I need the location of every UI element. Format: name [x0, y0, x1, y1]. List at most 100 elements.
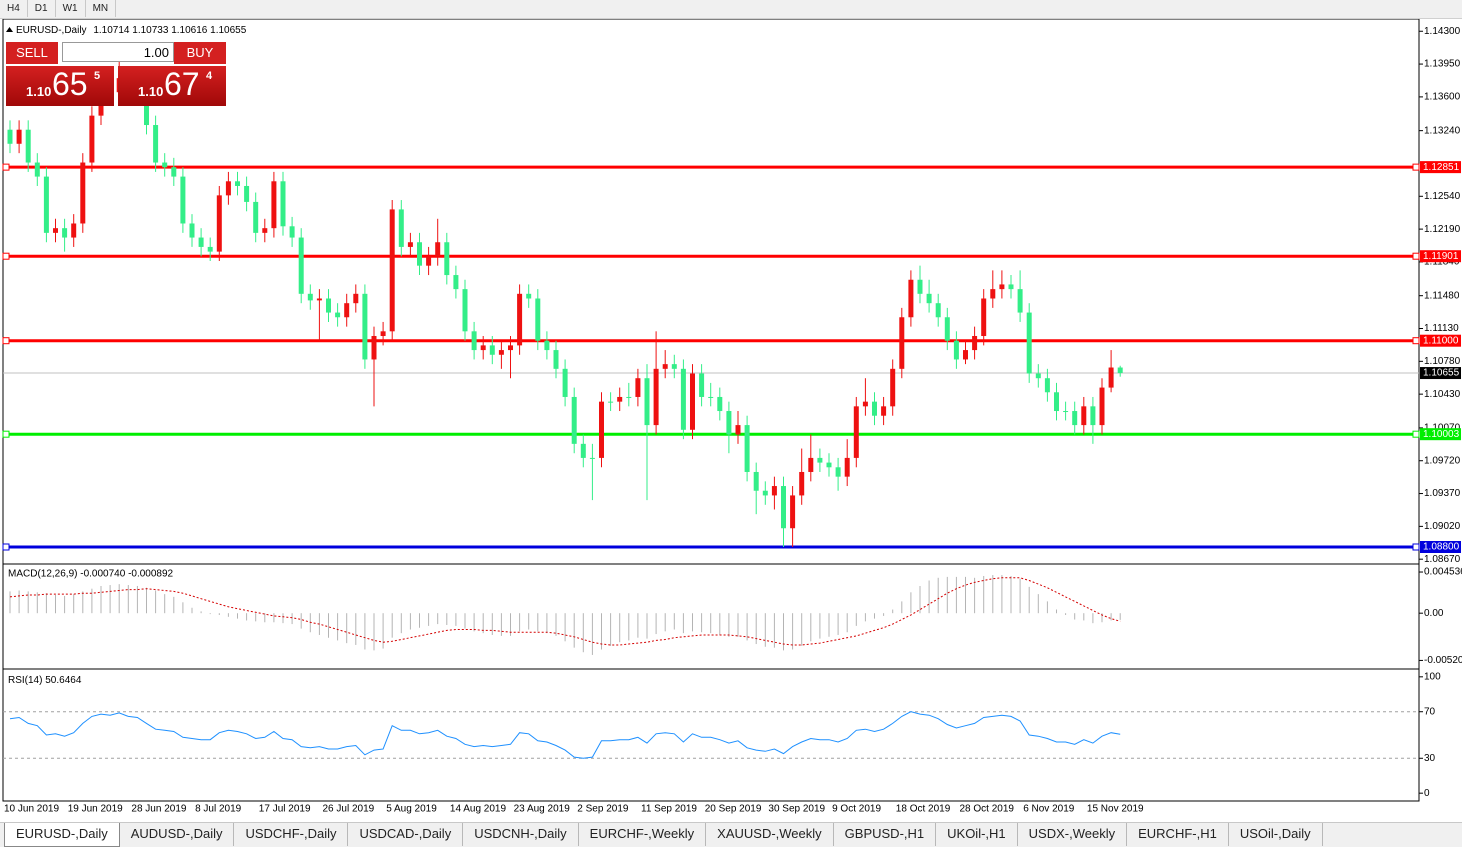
candle-body	[571, 396, 577, 444]
candle-body	[80, 162, 86, 224]
level-anchor	[1412, 337, 1420, 345]
candle-body	[444, 242, 450, 276]
candle-body	[235, 181, 240, 186]
current-price-tag	[1420, 367, 1461, 380]
candle-body	[690, 373, 695, 430]
y-tick-label: 0.00	[1424, 608, 1444, 619]
candle-body	[890, 368, 896, 407]
candle-body	[71, 223, 77, 238]
x-tick-label: 5 Aug 2019	[386, 804, 437, 815]
buy-button[interactable]: BUY	[174, 42, 226, 64]
candle-body	[781, 486, 786, 529]
y-tick-label: 70	[1424, 706, 1436, 717]
candle-body	[953, 340, 959, 360]
candle-body	[680, 368, 686, 430]
chart-tab[interactable]: USOil-,Daily	[1229, 823, 1323, 846]
current-price-label: 1.10655	[1423, 368, 1460, 379]
chart-tab[interactable]: USDCHF-,Daily	[234, 823, 349, 846]
pips: 67	[164, 66, 200, 102]
candle-body	[908, 279, 914, 318]
chart-header: EURUSD-,Daily 1.10714 1.10733 1.10616 1.…	[16, 25, 247, 36]
y-tick-label: 1.09370	[1424, 488, 1461, 499]
timeframe-button[interactable]: H4	[0, 0, 28, 17]
level-label: 1.10003	[1423, 429, 1460, 440]
candle-body	[535, 298, 541, 341]
sell-button[interactable]: SELL	[6, 42, 58, 64]
level-label: 1.08800	[1423, 542, 1460, 553]
candle-body	[935, 303, 941, 318]
candle-body	[435, 242, 441, 257]
candle-body	[417, 242, 422, 266]
chart-tab[interactable]: EURUSD-,Daily	[4, 823, 120, 847]
chart-tab[interactable]: UKOil-,H1	[936, 823, 1018, 846]
level-anchor	[2, 252, 10, 260]
level-label: 1.12851	[1423, 162, 1460, 173]
macd-signal	[9, 577, 1121, 646]
level-anchor	[1412, 543, 1420, 551]
candle-body	[653, 368, 659, 426]
y-tick-label: 1.08670	[1424, 554, 1461, 565]
x-tick-label: 28 Jun 2019	[131, 804, 186, 815]
candle-body	[963, 350, 968, 360]
x-tick-label: 8 Jul 2019	[195, 804, 242, 815]
sell-price[interactable]: 1.10 65 5	[6, 66, 114, 106]
candle-body	[453, 275, 459, 290]
y-tick-label: 1.13950	[1424, 59, 1461, 70]
candle-body	[826, 462, 832, 468]
candle-body	[517, 293, 523, 346]
candle-body	[1044, 378, 1050, 393]
chart-tabs: EURUSD-,Daily AUDUSD-,Daily USDCHF-,Daily U…	[0, 822, 1462, 847]
candle-body	[1099, 387, 1105, 426]
chart-tab[interactable]: USDX-,Weekly	[1018, 823, 1128, 846]
y-tick-label: 100	[1424, 671, 1441, 682]
candle-body	[34, 162, 40, 177]
y-tick-label: 1.13600	[1424, 92, 1461, 103]
x-tick-label: 19 Jun 2019	[68, 804, 123, 815]
chart-tab[interactable]: GBPUSD-,H1	[834, 823, 937, 846]
candle-body	[1063, 411, 1069, 413]
candle-body	[872, 401, 877, 416]
x-tick-label: 9 Oct 2019	[832, 804, 881, 815]
candle-body	[999, 284, 1005, 290]
candle-body	[790, 495, 796, 529]
y-tick-label: -0.005205	[1424, 655, 1462, 666]
candle-body	[735, 425, 741, 435]
symbol: EURUSD-,Daily	[16, 25, 87, 36]
candle-body	[244, 185, 250, 202]
candle-body	[662, 364, 668, 369]
candle-body	[808, 457, 814, 472]
candle-body	[753, 471, 759, 491]
candle-body	[635, 378, 641, 397]
chart-tab[interactable]: EURCHF-,H1	[1127, 823, 1229, 846]
buy-price[interactable]: 1.10 67 4	[118, 66, 226, 106]
y-tick-label: 1.13240	[1424, 125, 1461, 136]
x-tick-label: 2 Sep 2019	[577, 804, 629, 815]
candle-body	[53, 228, 58, 233]
y-tick-label: 30	[1424, 753, 1436, 764]
candle-body	[462, 289, 468, 332]
chart-tab[interactable]: USDCAD-,Daily	[348, 823, 464, 846]
candle-body	[289, 226, 295, 238]
y-tick-label: 1.09020	[1424, 521, 1461, 532]
candle-body	[699, 373, 705, 397]
chart-tab[interactable]: USDCNH-,Daily	[463, 823, 579, 846]
y-tick-label: 0	[1424, 788, 1430, 799]
candle-body	[1026, 312, 1032, 374]
candle-body	[926, 293, 932, 304]
timeframe-button[interactable]: D1	[28, 0, 56, 17]
lot-input[interactable]: 1.00	[62, 42, 174, 62]
timeframe-button[interactable]: MN	[86, 0, 117, 17]
collapse-icon	[6, 27, 13, 32]
candle-body	[362, 293, 368, 360]
chart-tab[interactable]: AUDUSD-,Daily	[120, 823, 235, 846]
low-value: 1.10616	[171, 25, 208, 36]
timeframe-button[interactable]: W1	[56, 0, 86, 17]
y-tick-label: 0.004536	[1424, 567, 1462, 578]
level-anchor	[2, 337, 10, 345]
timeframe-toolbar: H4 D1 W1 MN	[0, 0, 1462, 19]
chart-tab[interactable]: EURCHF-,Weekly	[579, 823, 707, 846]
candle-body	[16, 129, 22, 144]
close-value: 1.10655	[210, 25, 247, 36]
y-tick-label: 1.14300	[1424, 26, 1461, 37]
chart-tab[interactable]: XAUUSD-,Weekly	[706, 823, 834, 846]
